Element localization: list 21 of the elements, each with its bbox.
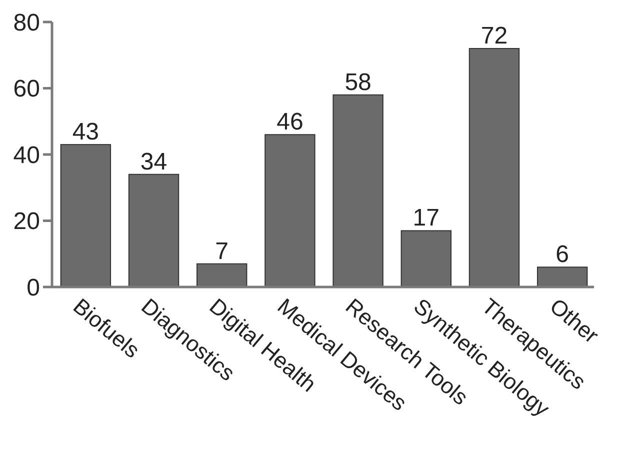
y-tick-label: 0	[26, 274, 40, 302]
data-label: 43	[72, 118, 100, 146]
data-label: 17	[412, 204, 440, 232]
data-label: 46	[276, 108, 304, 136]
data-label: 6	[556, 241, 570, 268]
data-label: 34	[140, 148, 168, 176]
y-tick-label: 60	[13, 76, 40, 103]
bar	[468, 48, 520, 288]
bar	[128, 174, 180, 288]
bar	[332, 94, 384, 288]
bar	[264, 134, 316, 288]
bar	[196, 263, 248, 288]
bar	[400, 230, 452, 288]
bar	[536, 266, 588, 288]
bar	[60, 144, 112, 288]
data-label: 72	[480, 22, 508, 50]
y-tick-label: 20	[13, 208, 40, 236]
y-tick-label: 40	[13, 142, 40, 169]
y-tick-label: 80	[13, 9, 40, 36]
data-label: 58	[344, 68, 372, 96]
data-label: 7	[215, 238, 229, 265]
